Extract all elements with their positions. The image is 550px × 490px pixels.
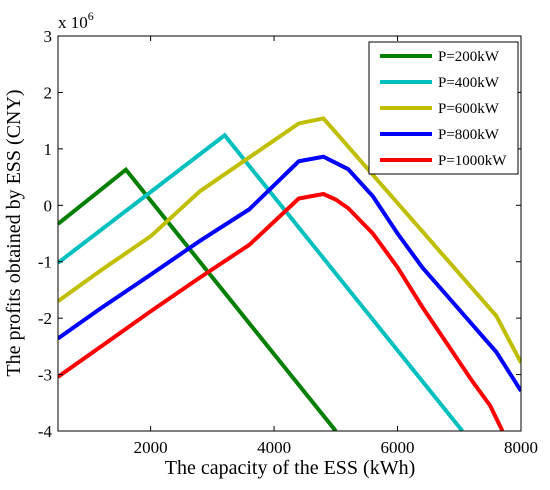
x-tick-label: 2000	[134, 438, 168, 457]
y-multiplier-label: x 106	[58, 9, 94, 32]
y-tick-label: 3	[44, 27, 53, 46]
tick-layer: 2000 4000 6000 8000 -4 -3 -2 -1 0 1 2 3	[38, 27, 538, 457]
legend-items: P=200kW P=400kW P=600kW P=800kW P=1000kW	[380, 49, 507, 169]
y-tick-label: 2	[44, 83, 53, 102]
legend-label: P=800kW	[438, 127, 500, 143]
series-line-p-200kw	[58, 166, 338, 431]
series-line-p-1000kw	[58, 191, 505, 431]
y-tick-label: -2	[38, 309, 52, 328]
legend-label: P=600kW	[438, 101, 500, 117]
legend: P=200kW P=400kW P=600kW P=800kW P=1000kW	[368, 41, 519, 175]
y-tick-label: 0	[44, 196, 53, 215]
y-tick-label: 1	[44, 140, 53, 159]
series-line-p-800kw	[58, 154, 521, 393]
x-tick-label: 6000	[381, 438, 415, 457]
y-tick-label: -4	[38, 422, 53, 441]
legend-label: P=400kW	[438, 75, 500, 91]
y-multiplier-exponent: 6	[88, 9, 94, 23]
plot-frame	[57, 35, 522, 432]
legend-label: P=200kW	[438, 49, 500, 65]
series-line-p-600kw	[58, 116, 521, 364]
legend-label: P=1000kW	[438, 153, 507, 169]
y-tick-label: -3	[38, 366, 52, 385]
y-axis-label: The profits obtained by ESS (CNY)	[3, 89, 25, 376]
y-multiplier-base: x 10	[58, 13, 88, 32]
x-axis-label: The capacity of the ESS (kWh)	[165, 457, 415, 479]
x-tick-label: 4000	[257, 438, 291, 457]
series-layer	[58, 116, 521, 431]
x-tick-label: 8000	[504, 438, 538, 457]
series-line-p-400kw	[58, 132, 464, 431]
y-tick-label: -1	[38, 253, 52, 272]
